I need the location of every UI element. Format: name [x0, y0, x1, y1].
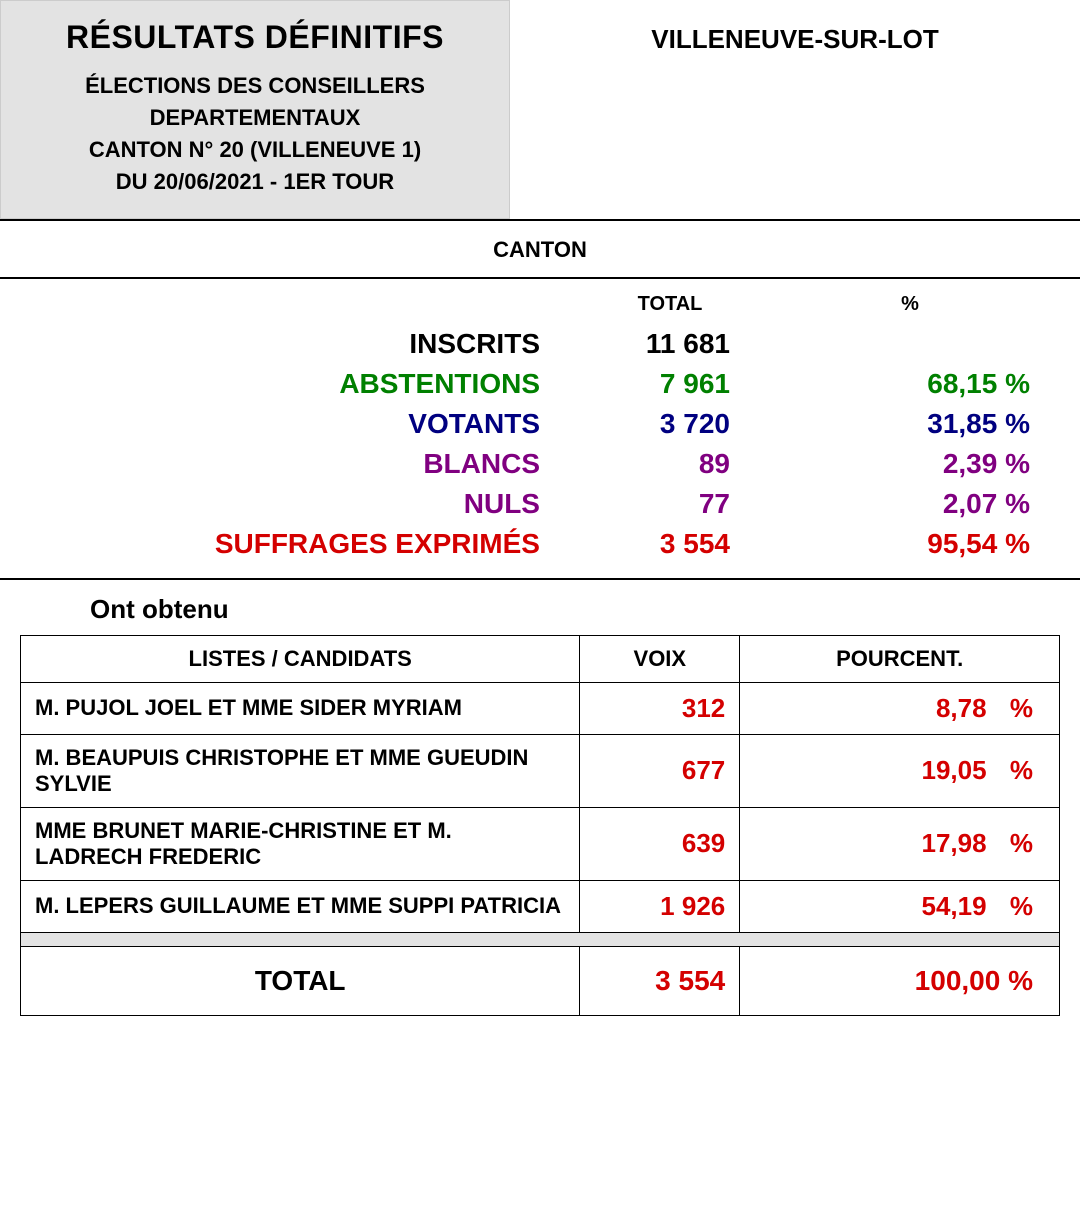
candidate-row: M. PUJOL JOEL ET MME SIDER MYRIAM3128,78… — [21, 682, 1060, 734]
stats-pct: 95,54 % — [770, 528, 1050, 560]
stats-total: 77 — [570, 488, 770, 520]
stats-row: NULS772,07 % — [30, 484, 1050, 524]
candidates-table: LISTES / CANDIDATS VOIX POURCENT. M. PUJ… — [20, 635, 1060, 1016]
candidate-pct: 54,19 % — [740, 880, 1060, 932]
stats-row: BLANCS892,39 % — [30, 444, 1050, 484]
stats-label: VOTANTS — [30, 408, 570, 440]
cand-header-row: LISTES / CANDIDATS VOIX POURCENT. — [21, 635, 1060, 682]
stats-total: 3 554 — [570, 528, 770, 560]
header-row: RÉSULTATS DÉFINITIFS ÉLECTIONS DES CONSE… — [0, 0, 1080, 221]
doc-title: RÉSULTATS DÉFINITIFS — [21, 19, 489, 56]
stats-label: BLANCS — [30, 448, 570, 480]
total-pct: 100,00 % — [740, 946, 1060, 1015]
stats-header-pct: % — [770, 293, 1050, 316]
stats-total: 11 681 — [570, 328, 770, 360]
cand-header-name: LISTES / CANDIDATS — [21, 635, 580, 682]
stats-total: 89 — [570, 448, 770, 480]
cand-header-pct: POURCENT. — [740, 635, 1060, 682]
total-row: TOTAL3 554100,00 % — [21, 946, 1060, 1015]
stats-label: SUFFRAGES EXPRIMÉS — [30, 528, 570, 560]
candidate-name: MME BRUNET MARIE-CHRISTINE ET M. LADRECH… — [21, 807, 580, 880]
candidate-pct: 8,78 % — [740, 682, 1060, 734]
candidate-row: M. LEPERS GUILLAUME ET MME SUPPI PATRICI… — [21, 880, 1060, 932]
candidate-voix: 1 926 — [580, 880, 740, 932]
candidate-voix: 677 — [580, 734, 740, 807]
stats-pct: 2,07 % — [770, 488, 1050, 520]
candidate-row: MME BRUNET MARIE-CHRISTINE ET M. LADRECH… — [21, 807, 1060, 880]
cand-header-voix: VOIX — [580, 635, 740, 682]
candidate-pct: 19,05 % — [740, 734, 1060, 807]
candidate-name: M. BEAUPUIS CHRISTOPHE ET MME GUEUDIN SY… — [21, 734, 580, 807]
page: RÉSULTATS DÉFINITIFS ÉLECTIONS DES CONSE… — [0, 0, 1080, 1016]
total-label: TOTAL — [21, 946, 580, 1015]
spacer-row — [21, 932, 1060, 946]
stats-row: VOTANTS3 72031,85 % — [30, 404, 1050, 444]
stats-pct: 31,85 % — [770, 408, 1050, 440]
doc-sub2: CANTON N° 20 (VILLENEUVE 1) — [21, 134, 489, 166]
doc-sub1: ÉLECTIONS DES CONSEILLERS DEPARTEMENTAUX — [21, 70, 489, 134]
candidate-voix: 312 — [580, 682, 740, 734]
stats-label: NULS — [30, 488, 570, 520]
stats-row: INSCRITS11 681 — [30, 324, 1050, 364]
candidate-name: M. PUJOL JOEL ET MME SIDER MYRIAM — [21, 682, 580, 734]
stats-total: 7 961 — [570, 368, 770, 400]
location: VILLENEUVE-SUR-LOT — [510, 0, 1080, 219]
stats-header-total: TOTAL — [570, 293, 770, 316]
obtenu-label: Ont obtenu — [0, 580, 1080, 635]
stats-label: INSCRITS — [30, 328, 570, 360]
stats-row: SUFFRAGES EXPRIMÉS3 55495,54 % — [30, 524, 1050, 564]
total-voix: 3 554 — [580, 946, 740, 1015]
stats-label: ABSTENTIONS — [30, 368, 570, 400]
doc-sub3: DU 20/06/2021 - 1ER TOUR — [21, 166, 489, 198]
header-box: RÉSULTATS DÉFINITIFS ÉLECTIONS DES CONSE… — [0, 0, 510, 219]
stats-header: TOTAL % — [30, 293, 1050, 316]
candidate-row: M. BEAUPUIS CHRISTOPHE ET MME GUEUDIN SY… — [21, 734, 1060, 807]
candidate-name: M. LEPERS GUILLAUME ET MME SUPPI PATRICI… — [21, 880, 580, 932]
stats-row: ABSTENTIONS7 96168,15 % — [30, 364, 1050, 404]
stats-total: 3 720 — [570, 408, 770, 440]
candidate-pct: 17,98 % — [740, 807, 1060, 880]
candidate-voix: 639 — [580, 807, 740, 880]
stats-pct: 68,15 % — [770, 368, 1050, 400]
stats-pct: 2,39 % — [770, 448, 1050, 480]
canton-label: CANTON — [0, 221, 1080, 279]
stats-block: TOTAL % INSCRITS11 681ABSTENTIONS7 96168… — [0, 279, 1080, 580]
